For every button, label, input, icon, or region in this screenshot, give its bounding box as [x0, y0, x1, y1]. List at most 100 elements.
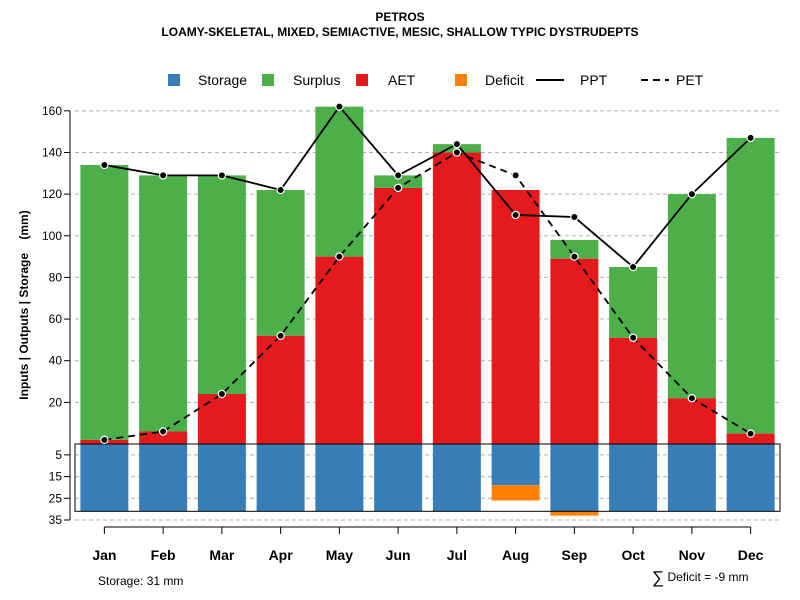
y-tick-label: 40 — [49, 354, 63, 368]
y-tick-label: 60 — [49, 312, 63, 326]
legend-label: AET — [388, 72, 416, 88]
storage-bar — [609, 444, 658, 512]
x-tick-label: Apr — [269, 547, 294, 563]
storage-bar — [726, 444, 775, 512]
pet-point — [335, 252, 344, 261]
storage-bar — [374, 444, 423, 512]
ppt-point — [393, 171, 403, 180]
pet-line — [104, 151, 752, 441]
sum-symbol: ∑ — [652, 568, 665, 587]
legend-label: Storage — [198, 72, 247, 88]
aet-bar — [197, 394, 246, 444]
ppt-point — [452, 139, 462, 149]
storage-bar — [550, 444, 599, 512]
ppt-point — [100, 160, 109, 170]
storage-box-frame — [74, 443, 781, 512]
ppt-point — [276, 185, 285, 195]
deficit-bar — [550, 511, 599, 516]
y-tick-label: 15 — [49, 470, 63, 484]
surplus-bar — [726, 137, 775, 434]
aet-bar — [139, 431, 188, 444]
y-tick-label: 80 — [49, 270, 63, 284]
storage-bar — [315, 444, 364, 512]
aet-bar — [667, 398, 716, 444]
x-tick-label: Nov — [679, 547, 706, 563]
chart-subtitle: LOAMY-SKELETAL, MIXED, SEMIACTIVE, MESIC… — [161, 25, 639, 39]
y-tick-label: 20 — [49, 395, 63, 409]
surplus-bar — [667, 194, 716, 399]
aet-bar — [432, 152, 481, 444]
x-tick-label: May — [326, 547, 353, 563]
legend-item: PPT — [536, 72, 608, 88]
x-tick-label: Aug — [502, 547, 529, 563]
pet-point — [158, 427, 168, 436]
aet-bar — [491, 189, 540, 444]
storage-bar — [432, 444, 481, 512]
aet-bar — [374, 187, 423, 444]
storage-bar — [80, 444, 129, 512]
aet-bar — [315, 256, 364, 444]
storage-bar — [667, 444, 716, 512]
y-tick-label: 120 — [42, 187, 62, 201]
legend-item: AET — [356, 72, 416, 88]
y-tick-label: 25 — [49, 491, 63, 505]
y-tick-label: 100 — [42, 229, 62, 243]
legend-item: Surplus — [262, 72, 340, 88]
storage-bar — [491, 444, 540, 486]
x-tick-label: Jul — [447, 547, 467, 563]
surplus-bar — [80, 164, 129, 440]
ppt-point — [158, 171, 168, 180]
ppt-point — [511, 210, 520, 220]
surplus-bar — [374, 175, 423, 188]
x-tick-label: Jan — [92, 547, 116, 563]
storage-summary: Storage: 31 mm — [98, 574, 184, 588]
x-tick-label: Dec — [738, 547, 764, 563]
surplus-bar — [550, 239, 599, 259]
chart-title: PETROS — [375, 10, 425, 24]
x-tick-label: Jun — [386, 547, 411, 563]
ppt-point — [746, 133, 755, 143]
ppt-point — [628, 262, 638, 272]
pet-point — [628, 333, 638, 342]
surplus-bar — [609, 267, 658, 338]
x-tick-label: Sep — [562, 547, 588, 563]
legend-item: Deficit — [455, 72, 524, 88]
surplus-bar — [315, 106, 364, 257]
pet-point — [511, 171, 520, 180]
ppt-line — [104, 105, 752, 269]
deficit-bar — [491, 485, 540, 501]
surplus-bar — [197, 175, 246, 395]
legend-swatch — [262, 74, 274, 86]
pet-point — [570, 252, 579, 261]
aet-bar — [256, 335, 305, 444]
ppt-point — [687, 189, 697, 199]
legend-label: PPT — [580, 72, 608, 88]
deficit-summary: ∑ Deficit = -9 mm — [652, 568, 748, 588]
y-tick-label: 35 — [49, 513, 63, 527]
ppt-point — [335, 102, 344, 111]
legend-swatch — [455, 74, 467, 86]
pet-point — [687, 393, 697, 403]
ppt-point — [570, 212, 579, 222]
x-tick-label: Mar — [209, 547, 234, 563]
aet-bar — [726, 433, 775, 444]
aet-bar — [550, 258, 599, 444]
pet-point — [746, 429, 755, 438]
storage-bar — [197, 444, 246, 512]
y-tick-label: 5 — [55, 448, 62, 462]
x-tick-label: Feb — [151, 547, 176, 563]
surplus-bar — [139, 175, 188, 432]
legend-label: Surplus — [293, 72, 340, 88]
aet-bar — [609, 337, 658, 444]
y-axis-label: Inputs | Outputs | Storage (mm) — [17, 210, 31, 399]
pet-point — [452, 148, 462, 157]
legend-item: Storage — [168, 72, 247, 88]
surplus-bar — [256, 189, 305, 336]
pet-point — [217, 389, 227, 399]
pet-point — [393, 183, 403, 193]
legend-swatch — [168, 74, 180, 86]
deficit-summary-label: Deficit = -9 mm — [667, 570, 749, 584]
legend-label: PET — [676, 72, 704, 88]
ppt-point — [217, 171, 227, 180]
